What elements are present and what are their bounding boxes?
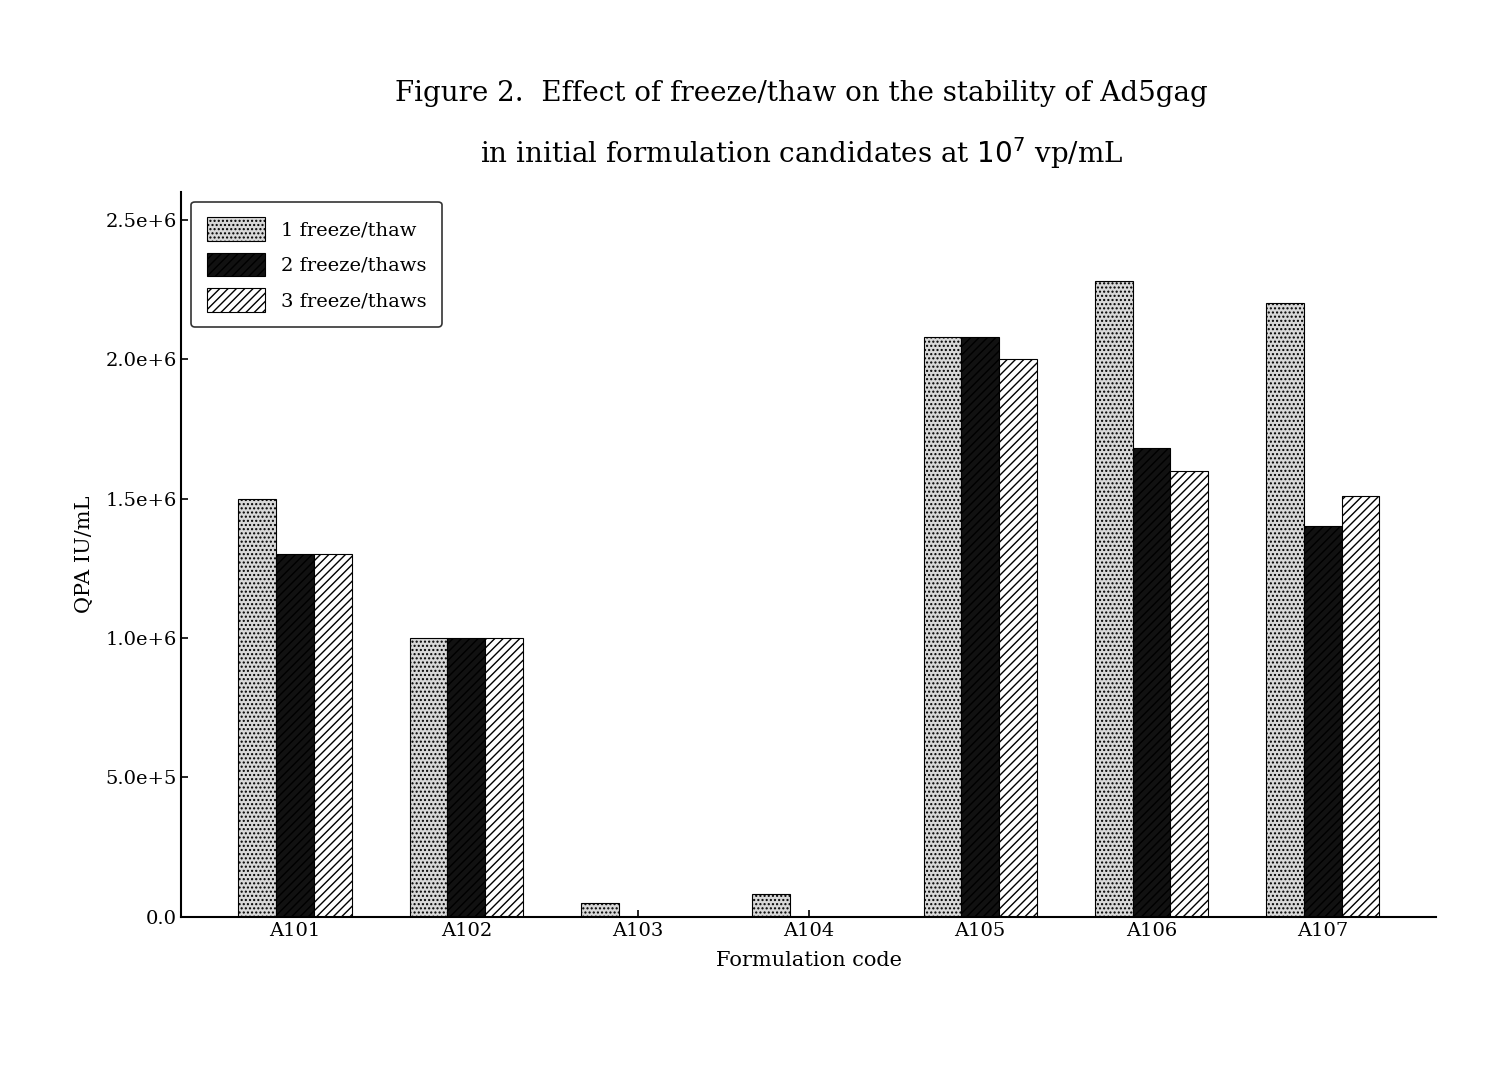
- Bar: [753, 894, 791, 917]
- Y-axis label: QPA IU/mL: QPA IU/mL: [76, 496, 94, 613]
- Bar: [1095, 281, 1132, 917]
- Bar: [999, 359, 1037, 917]
- Bar: [485, 637, 523, 917]
- Text: in initial formulation candidates at $10^7$ vp/mL: in initial formulation candidates at $10…: [479, 134, 1123, 171]
- X-axis label: Formulation code: Formulation code: [715, 951, 903, 970]
- Legend: 1 freeze/thaw, 2 freeze/thaws, 3 freeze/thaws: 1 freeze/thaw, 2 freeze/thaws, 3 freeze/…: [191, 201, 442, 327]
- Bar: [1132, 449, 1170, 917]
- Bar: [314, 554, 352, 917]
- Bar: [239, 499, 277, 917]
- Bar: [924, 337, 962, 917]
- Bar: [581, 903, 618, 917]
- Text: Figure 2.  Effect of freeze/thaw on the stability of Ad5gag: Figure 2. Effect of freeze/thaw on the s…: [395, 80, 1208, 107]
- Bar: [1341, 496, 1379, 917]
- Bar: [448, 637, 485, 917]
- Bar: [1170, 471, 1208, 917]
- Bar: [1303, 527, 1341, 917]
- Bar: [962, 337, 999, 917]
- Bar: [277, 554, 314, 917]
- Bar: [410, 637, 448, 917]
- Bar: [1266, 304, 1303, 917]
